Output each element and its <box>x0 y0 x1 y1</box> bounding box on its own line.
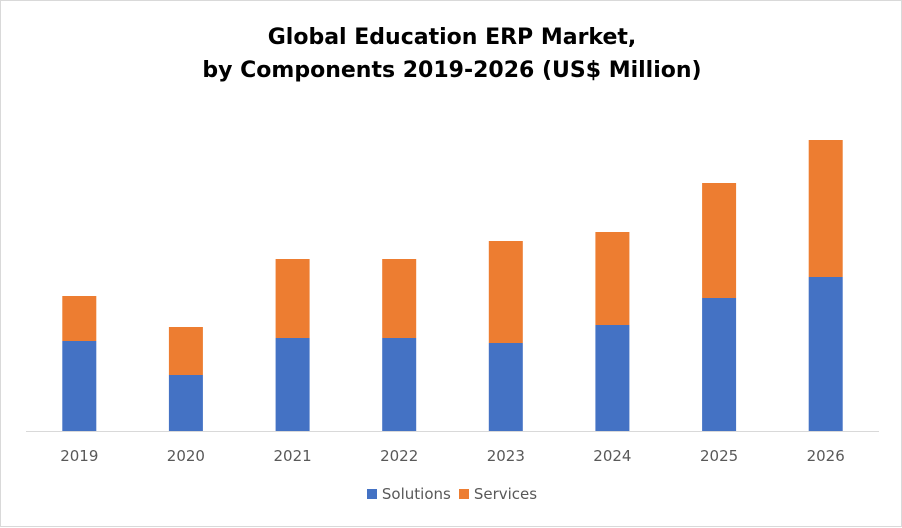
bar-services-2022 <box>382 259 417 338</box>
x-tick-label-2026: 2026 <box>807 447 845 465</box>
legend-swatch-services <box>458 489 469 499</box>
bar-services-2025 <box>702 183 737 298</box>
x-tick-label-2019: 2019 <box>60 447 98 465</box>
legend-label-solutions: Solutions <box>381 485 451 503</box>
chart-title-line2: by Components 2019-2026 (US$ Million) <box>202 58 702 83</box>
x-tick-label-2021: 2021 <box>274 447 312 465</box>
bar-solutions-2023 <box>488 343 523 431</box>
bar-services-2019 <box>62 296 97 341</box>
legend-item-services: Services <box>458 485 538 503</box>
bar-solutions-2026 <box>808 277 843 431</box>
bar-solutions-2025 <box>702 298 737 431</box>
bar-services-2026 <box>808 140 843 277</box>
bar-solutions-2022 <box>382 338 417 431</box>
bar-services-2021 <box>275 259 310 338</box>
bar-solutions-2019 <box>62 341 97 431</box>
bar-solutions-2024 <box>595 325 630 431</box>
bar-solutions-2021 <box>275 338 310 431</box>
x-tick-label-2024: 2024 <box>593 447 631 465</box>
bar-services-2024 <box>595 232 630 325</box>
legend-item-solutions: Solutions <box>366 485 451 503</box>
bar-services-2023 <box>488 241 523 343</box>
chart-title-line1: Global Education ERP Market, <box>267 25 637 50</box>
x-tick-label-2022: 2022 <box>380 447 418 465</box>
x-tick-label-2025: 2025 <box>700 447 738 465</box>
legend-swatch-solutions <box>366 489 377 499</box>
bar-services-2020 <box>168 327 203 375</box>
x-tick-label-2023: 2023 <box>487 447 525 465</box>
legend: Solutions Services <box>1 485 902 503</box>
x-tick-label-2020: 2020 <box>167 447 205 465</box>
legend-label-services: Services <box>473 485 538 503</box>
bar-solutions-2020 <box>168 375 203 431</box>
chart-title: Global Education ERP Market, by Componen… <box>1 21 902 87</box>
